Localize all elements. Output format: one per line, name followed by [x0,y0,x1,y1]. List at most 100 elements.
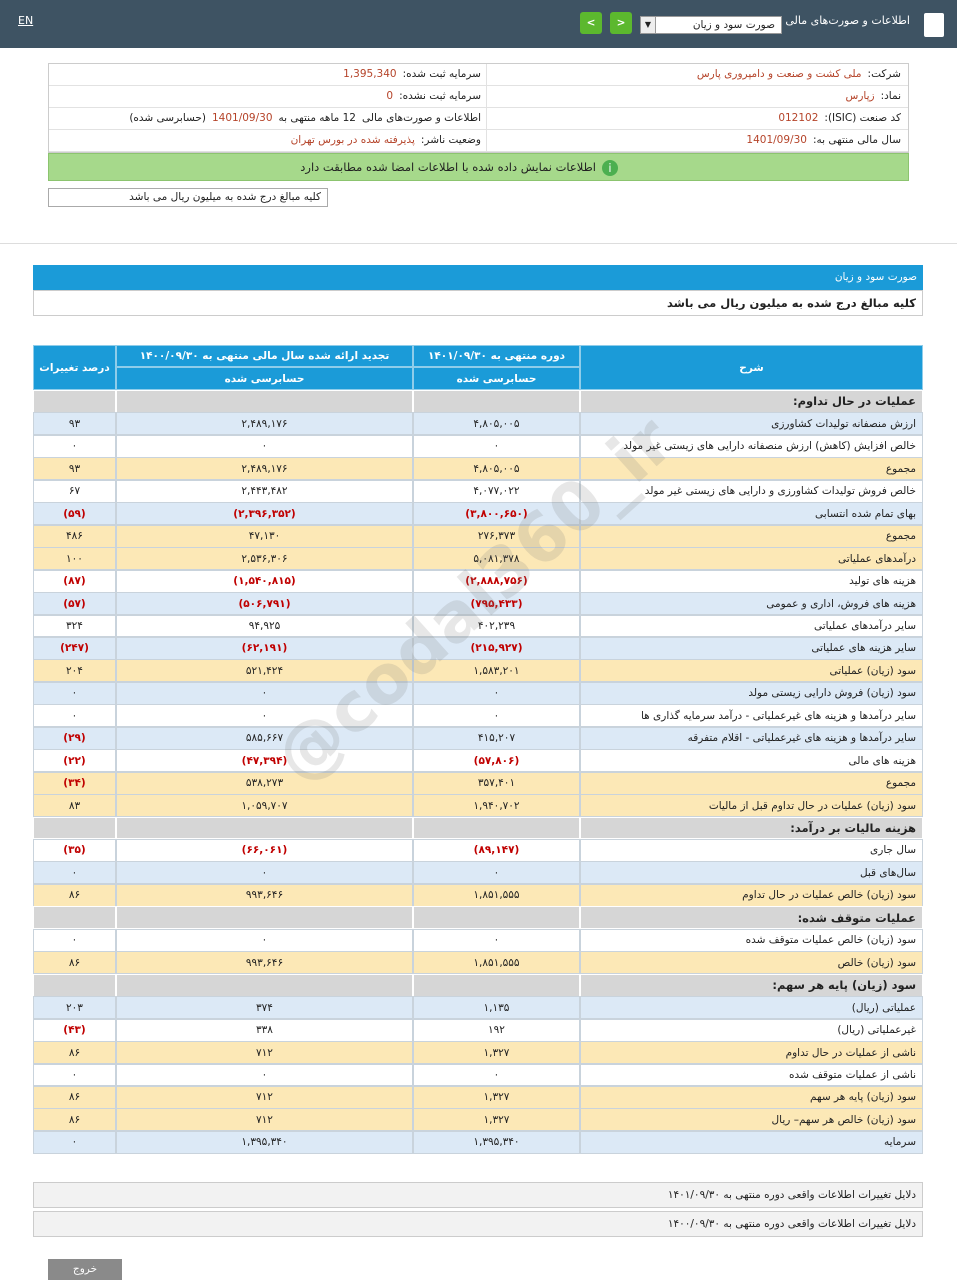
section-cell [413,390,580,413]
value-cell: (۴۳) [33,1018,116,1042]
column-header: شرح [580,345,923,390]
reason-row[interactable]: دلایل تغییرات اطلاعات واقعی دوره منتهی ب… [33,1182,923,1208]
row-label: سایر درآمدها و هزینه های غیرعملیاتی - در… [580,704,923,728]
value-cell: ۰ [413,704,580,728]
section-cell [413,816,580,840]
value-cell: ۸۶ [33,1108,116,1132]
info-label: سرمایه ثبت شده: [402,68,481,80]
notice: i اطلاعات نمایش داده شده با اطلاعات امضا … [48,153,909,181]
value-cell: ۰ [413,434,580,458]
value-cell: ۴۷,۱۳۰ [116,524,413,548]
value-cell: ۳۳۸ [116,1018,413,1042]
row-label: مجموع [580,524,923,548]
value-cell: ۱,۸۵۱,۵۵۵ [413,883,580,907]
section-cell [413,906,580,930]
section-title: هزینه مالیات بر درآمد: [580,816,923,840]
value-cell: (۲,۳۹۶,۳۵۲) [116,502,413,526]
statement-title: صورت سود و زیان [33,265,923,290]
value-cell: ۰ [33,1063,116,1087]
value-cell: ۱,۹۴۰,۷۰۲ [413,794,580,818]
info-label: کد صنعت (ISIC): [824,112,901,124]
value-cell: ۰ [116,928,413,952]
row-label: ناشی از عملیات متوقف شده [580,1063,923,1087]
value-cell: ۴۱۵,۲۰۷ [413,726,580,750]
info-icon: i [602,159,618,176]
info-row-line [49,107,908,108]
select-arrow: ▼ [641,17,656,33]
amount-note: کلیه مبالغ درج شده به میلیون ریال می باش… [48,188,328,207]
row-label: ناشی از عملیات در حال تداوم [580,1041,923,1064]
info-value: 012102 [778,112,819,124]
value-cell: ۸۶ [33,1085,116,1109]
section-cell [116,390,413,413]
section-cell [33,816,116,840]
value-cell: ۱,۳۲۷ [413,1108,580,1132]
info-separator [486,130,487,151]
unit-note: کلیه مبالغ درج شده به میلیون ریال می باش… [33,290,923,316]
info-separator [486,64,487,85]
report-select[interactable]: صورت سود و زیان ▼ [640,16,782,34]
value-cell: ۲,۴۴۳,۴۸۲ [116,479,413,503]
watermark: @codal360_ir [260,401,689,799]
value-cell: ۴,۸۰۵,۰۰۵ [413,412,580,436]
value-cell: ۱۰۰ [33,547,116,571]
value-cell: ۲,۴۸۹,۱۷۶ [116,412,413,436]
info-left: اطلاعات و صورت‌های مالی 12 ماهه منتهی به 1… [49,108,481,129]
info-row-line [49,85,908,86]
info-value: (حسابرسی شده) [129,112,206,124]
value-cell: (۲۴۷) [33,636,116,660]
value-cell: ۶۷ [33,479,116,503]
value-cell: ۹۹۳,۶۴۶ [116,883,413,907]
value-cell: ۸۳ [33,794,116,818]
row-label: سود (زیان) خالص هر سهم– ریال [580,1108,923,1132]
value-cell: ۸۶ [33,1041,116,1064]
value-cell: ۹۳ [33,412,116,436]
value-cell: ۷۱۲ [116,1041,413,1064]
column-header: دوره منتهی به ۱۴۰۱/۰۹/۳۰ [413,345,580,367]
info-label: شرکت: [867,68,901,80]
row-label: سود (زیان) عملیات در حال تداوم قبل از ما… [580,794,923,818]
value-cell: ۰ [33,861,116,885]
report-select-text: صورت سود و زیان [692,19,775,31]
section-cell [33,906,116,930]
next-button[interactable]: > [610,12,632,34]
row-label: سود (زیان) پایه هر سهم [580,1085,923,1109]
language-link[interactable]: EN [18,14,34,27]
prev-button[interactable]: < [580,12,602,34]
audit-status: حسابرسی شده [116,367,413,390]
column-header: درصد تغییرات [33,345,116,390]
value-cell: ۱,۳۲۷ [413,1085,580,1109]
header-title: اطلاعات و صورت‌های مالی [785,14,910,27]
row-label: سال جاری [580,839,923,862]
section-cell [33,390,116,413]
value-cell: (۵۷,۸۰۶) [413,749,580,773]
row-label: هزینه های مالی [580,749,923,773]
value-cell: ۰ [33,434,116,458]
value-cell: ۰ [33,681,116,705]
info-label: وضعیت ناشر: [420,134,481,146]
row-label: غیرعملیاتی (ریال) [580,1018,923,1042]
value-cell: ۰ [33,1130,116,1154]
value-cell: (۵۰۶,۷۹۱) [116,592,413,615]
header-icon [924,13,944,37]
company-info: شرکت: ملی کشت و صنعت و دامپروری پارس سرمای… [48,63,909,153]
value-cell: ۰ [116,861,413,885]
info-label: اطلاعات و صورت‌های مالی [362,112,481,124]
info-row-line [49,129,908,130]
value-cell: ۱,۳۹۵,۳۴۰ [116,1130,413,1154]
value-cell: ۴۸۶ [33,524,116,548]
value-cell: ۰ [413,928,580,952]
value-cell: ۳۵۷,۴۰۱ [413,771,580,795]
info-value: 12 ماهه منتهی به [278,112,356,124]
exit-button[interactable]: خروج [48,1259,122,1280]
value-cell: (۲۹) [33,726,116,750]
value-cell: ۱,۳۲۷ [413,1041,580,1064]
value-cell: (۸۹,۱۴۷) [413,839,580,862]
value-cell: (۵۷) [33,592,116,615]
info-value: زپارس [845,90,875,102]
info-value: 0 [386,90,394,102]
row-label: سایر هزینه های عملیاتی [580,636,923,660]
reason-row[interactable]: دلایل تغییرات اطلاعات واقعی دوره منتهی ب… [33,1211,923,1237]
divider [0,243,957,244]
